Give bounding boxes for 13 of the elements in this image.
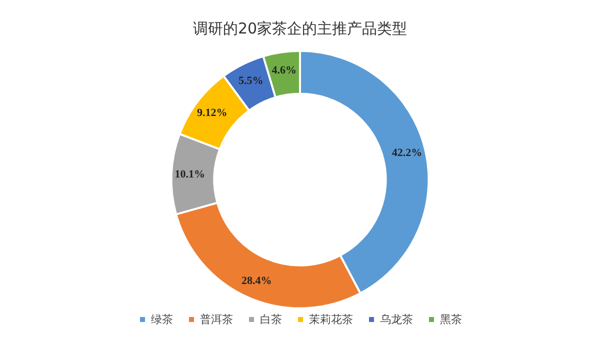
data-label: 28.4% — [241, 274, 272, 287]
data-label: 9.12% — [197, 106, 228, 119]
data-label: 10.1% — [174, 168, 205, 181]
legend-label: 普洱茶 — [200, 313, 233, 326]
legend-label: 乌龙茶 — [380, 313, 413, 326]
data-label: 4.6% — [272, 64, 296, 76]
chart-title: 调研的20家茶企的主推产品类型 — [192, 20, 408, 38]
legend-label: 黑茶 — [440, 313, 462, 326]
data-label: 5.5% — [238, 74, 264, 87]
legend-label: 白茶 — [260, 313, 282, 326]
legend-label: 绿茶 — [151, 313, 173, 326]
data-label: 42.2% — [392, 146, 422, 159]
legend-label: 茉莉花茶 — [309, 313, 353, 326]
